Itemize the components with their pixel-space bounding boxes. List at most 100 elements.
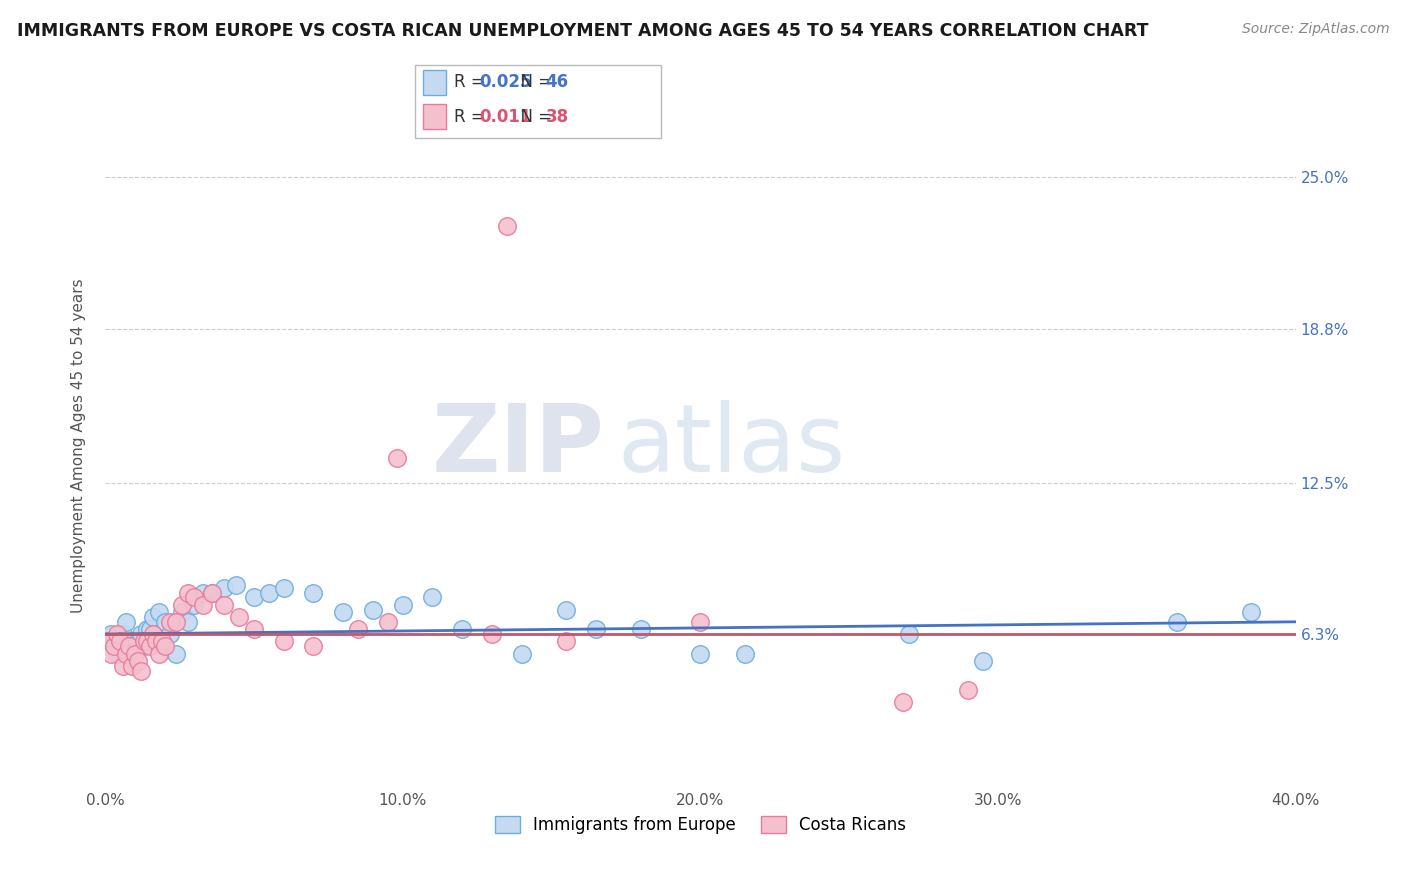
Point [897,627,920,641]
Point [100,627,122,641]
Point [201,585,224,599]
Text: ZIP: ZIP [432,400,605,492]
Point [183,591,205,605]
Point [481,627,503,641]
Point [103,639,125,653]
Point [129,664,152,678]
Point [891,695,914,709]
Point [734,647,756,661]
Point [689,615,711,629]
Point [105,647,128,661]
Point [148,605,170,619]
Point [172,598,194,612]
Point [555,634,578,648]
Point [555,602,578,616]
Point [108,634,131,648]
Text: 46: 46 [546,73,568,91]
Point [153,615,176,629]
Point [118,639,141,653]
Point [142,610,165,624]
Point [972,654,994,668]
Text: N =: N = [510,73,558,91]
Point [142,627,165,641]
Point [451,622,474,636]
Point [100,647,122,661]
Point [105,627,128,641]
Point [111,658,134,673]
Point [172,605,194,619]
Point [148,647,170,661]
Point [121,634,143,648]
Point [1166,615,1188,629]
Point [212,598,235,612]
Point [129,627,152,641]
Point [153,639,176,653]
Point [111,627,134,641]
Text: N =: N = [510,108,558,126]
Point [273,581,295,595]
Y-axis label: Unemployment Among Ages 45 to 54 years: Unemployment Among Ages 45 to 54 years [72,278,86,614]
Point [177,585,200,599]
Text: R =: R = [454,108,491,126]
Point [132,639,155,653]
Point [165,647,187,661]
Point [630,622,652,636]
Point [121,658,143,673]
Point [212,581,235,595]
Point [243,622,266,636]
Point [127,634,149,648]
Point [114,615,136,629]
Point [138,622,160,636]
Point [385,451,408,466]
Point [135,622,157,636]
Point [302,585,325,599]
Point [145,634,167,648]
Point [1240,605,1263,619]
Point [193,585,215,599]
Point [257,585,280,599]
Point [273,634,295,648]
Point [159,627,181,641]
Point [127,654,149,668]
Point [957,683,980,698]
Point [183,598,205,612]
Text: atlas: atlas [617,400,845,492]
Point [138,639,160,653]
Point [177,615,200,629]
Text: R =: R = [454,73,491,91]
Point [145,634,167,648]
Point [135,634,157,648]
Point [201,585,224,599]
Point [391,598,413,612]
Point [165,615,187,629]
Point [97,634,120,648]
Point [103,634,125,648]
Point [150,634,173,648]
Text: 38: 38 [546,108,568,126]
Point [108,639,131,653]
Point [132,634,155,648]
Point [510,647,533,661]
Point [124,647,146,661]
Point [159,615,181,629]
Point [124,647,146,661]
Point [114,647,136,661]
Point [585,622,607,636]
Point [332,605,354,619]
Point [228,610,250,624]
Point [118,639,141,653]
Point [347,622,370,636]
Point [193,598,215,612]
Text: IMMIGRANTS FROM EUROPE VS COSTA RICAN UNEMPLOYMENT AMONG AGES 45 TO 54 YEARS COR: IMMIGRANTS FROM EUROPE VS COSTA RICAN UN… [17,22,1149,40]
Text: 0.011: 0.011 [479,108,531,126]
Point [302,639,325,653]
Legend: Immigrants from Europe, Costa Ricans: Immigrants from Europe, Costa Ricans [488,810,912,841]
Point [377,615,399,629]
Text: Source: ZipAtlas.com: Source: ZipAtlas.com [1241,22,1389,37]
Point [422,591,444,605]
Point [361,602,384,616]
Text: 0.025: 0.025 [479,73,531,91]
Point [243,591,266,605]
Point [495,219,517,234]
Point [225,578,247,592]
